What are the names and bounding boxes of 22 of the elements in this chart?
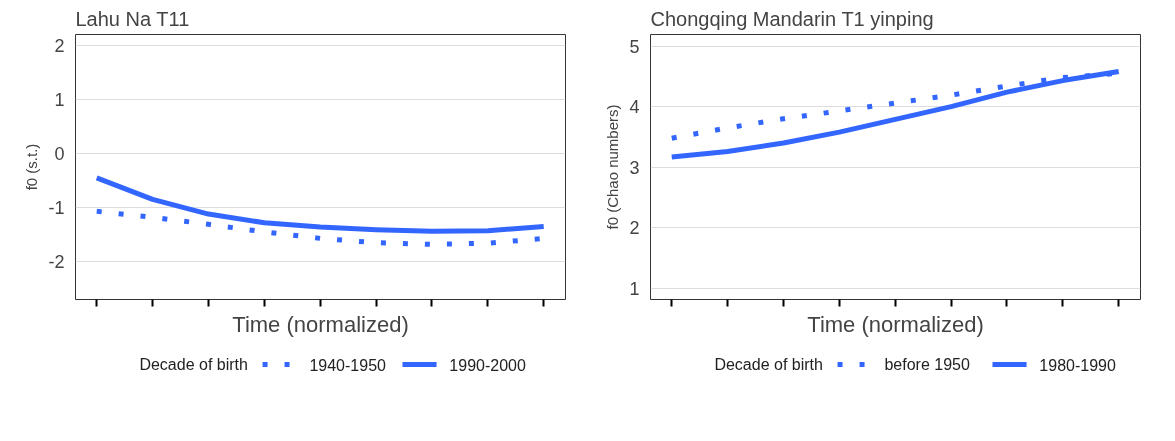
y-tick-label: 2 [629, 218, 640, 239]
y-tick-label: 1 [629, 279, 640, 300]
y-tick-label: 5 [629, 36, 640, 57]
y-axis-title: f0 (Chao numbers) [604, 104, 622, 230]
legend-title: Decade of birth [139, 356, 248, 373]
x-axis-title: Time (normalized) [807, 311, 984, 337]
x-axis-title: Time (normalized) [232, 311, 409, 337]
y-tick-label: 3 [629, 157, 640, 178]
y-tick-label: -2 [48, 252, 65, 273]
y-tick-label: 1 [54, 89, 65, 110]
legend-label: 1990-2000 [449, 356, 526, 374]
y-axis-title: f0 (s.t.) [23, 143, 41, 191]
y-tick-label: 2 [54, 35, 65, 56]
legend-label: 1940-1950 [309, 356, 387, 374]
y-tick-label: 4 [629, 97, 640, 118]
chart-title: Lahu Na T11 [75, 7, 190, 30]
y-tick-label: 0 [54, 143, 65, 164]
chart-title: Chongqing Mandarin T1 yinping [650, 7, 934, 30]
legend-label: before 1950 [884, 356, 970, 373]
y-tick-label: -1 [48, 198, 65, 219]
legend-title: Decade of birth [714, 356, 823, 373]
legend-label: 1980-1990 [1039, 356, 1116, 374]
